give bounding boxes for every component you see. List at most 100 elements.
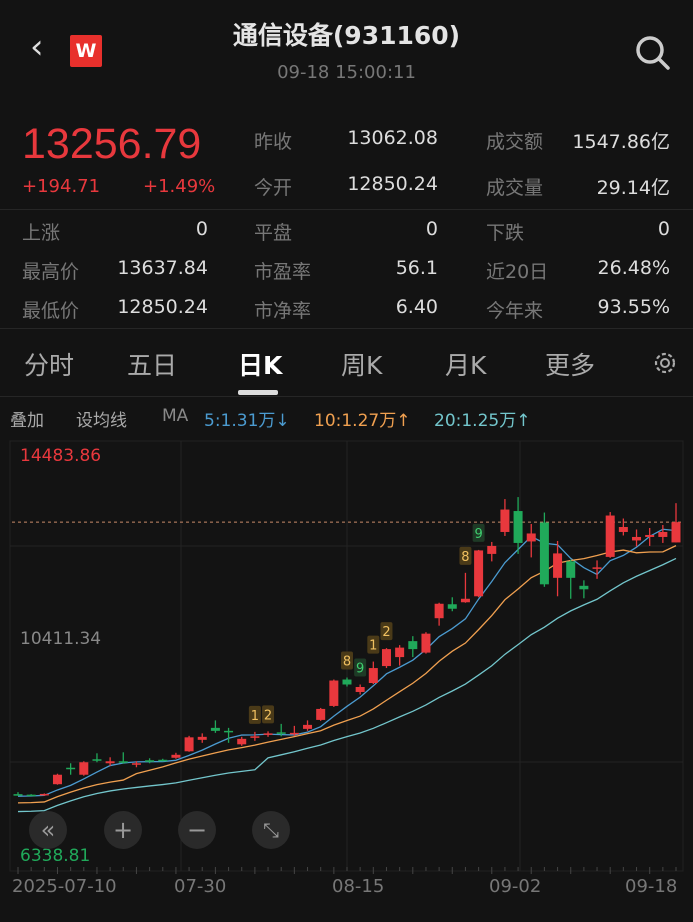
td-marker-label: 8 [461,550,469,565]
candle-body [526,533,536,542]
candle-body [553,553,563,578]
divider [0,209,693,210]
stat-value: 12850.24 [117,296,208,318]
stat-label: 昨收 [254,131,293,153]
candle-body [513,511,523,543]
candle-body [474,550,484,597]
price-change-pct: +1.49% [143,176,216,197]
candle-body [39,793,49,796]
td-marker-label: 2 [264,708,272,723]
watchlist-logo[interactable]: W [70,35,102,67]
candle-body [237,738,247,745]
td-marker-label: 8 [343,655,351,670]
stat-label: 上涨 [22,222,61,244]
candle-body [184,737,194,752]
tab-1[interactable]: 五日 [127,351,178,380]
stat-label: 市净率 [254,300,312,322]
stat-label: 近20日 [486,261,549,283]
candle-body [434,603,444,619]
search-icon[interactable] [633,33,671,71]
divider [0,328,693,329]
stat-value: 6.40 [395,296,438,318]
ma10-value: 10:1.27万↑ [314,411,411,431]
tab-5[interactable]: 更多 [545,351,596,380]
overlay-button[interactable]: 叠加 [10,411,44,431]
ma-label: MA [162,406,189,426]
stat-label: 市盈率 [254,261,312,283]
stat-value: 93.55% [597,296,670,318]
candle-body [210,727,220,731]
timestamp: 09-18 15:00:11 [277,62,416,83]
candle-body [79,762,89,775]
candle-body [618,526,628,532]
back-button[interactable]: ‹ [30,27,44,67]
candle-body [250,736,260,738]
stat-label: 下跌 [486,222,525,244]
ma5-value: 5:1.31万↓ [204,411,290,431]
x-axis-label: 07-30 [174,876,227,897]
candle-body [197,736,207,740]
zoom-out-button[interactable]: − [178,811,216,849]
candle-body [303,724,313,729]
candle-body [395,647,405,658]
candle-body [355,686,365,692]
candle-body [447,604,457,609]
candle-body [105,761,115,764]
candle-body [566,561,576,578]
td-marker-label: 1 [251,709,259,724]
tab-3[interactable]: 周K [341,351,383,380]
candle-body [276,732,286,734]
stat-label: 最低价 [22,300,80,322]
candle-body [421,633,431,653]
ma5-line [17,528,677,797]
stat-value: 29.14亿 [596,177,670,199]
stat-value: 13637.84 [117,257,208,279]
zoom-in-button[interactable]: + [104,811,142,849]
td-marker-badge [262,705,275,724]
candle-body [26,794,36,797]
fullscreen-expand-icon[interactable]: ⤡ [252,811,290,849]
candle-body [539,522,549,585]
candle-body [171,754,181,758]
active-tab-indicator [238,390,278,395]
td-marker-badge [367,635,380,654]
x-axis-label: 09-18 [625,876,678,897]
current-price: 13256.79 [22,120,202,168]
ma20-value: 20:1.25万↑ [434,411,531,431]
candle-body [329,680,339,706]
tab-2[interactable]: 日K [238,351,283,380]
candle-body [92,759,102,761]
td-marker-label: 9 [356,662,364,677]
candle-body [316,708,326,720]
candle-body [13,794,23,796]
candle-body [645,534,655,537]
scroll-left-button[interactable]: « [29,811,67,849]
set-ma-button[interactable]: 设均线 [76,411,127,431]
td-marker-label: 1 [369,639,377,654]
stat-label: 成交量 [486,177,544,199]
stat-label: 平盘 [254,222,293,244]
candle-body [381,649,391,667]
candle-body [131,763,141,765]
candle-body [579,585,589,590]
divider [0,396,693,397]
x-axis-label: 2025-07-10 [12,876,117,897]
stat-label: 成交额 [486,131,544,153]
candle-body [658,531,668,537]
td-marker-badge [341,651,353,670]
settings-gear-icon[interactable] [652,350,678,376]
candle-body [118,761,128,763]
candle-body [671,522,681,543]
candle-body [500,509,510,532]
stat-value: 0 [657,218,670,240]
candle-body [487,545,497,554]
price-change: +194.71 [22,176,101,197]
ma20-line [17,557,677,813]
candle-body [66,767,76,770]
td-marker-label: 9 [474,527,482,542]
candle-body [460,598,470,603]
tab-4[interactable]: 月K [445,351,487,380]
x-axis-label: 08-15 [332,876,385,897]
tab-0[interactable]: 分时 [24,351,75,380]
page-title: 通信设备(931160) [232,21,461,50]
